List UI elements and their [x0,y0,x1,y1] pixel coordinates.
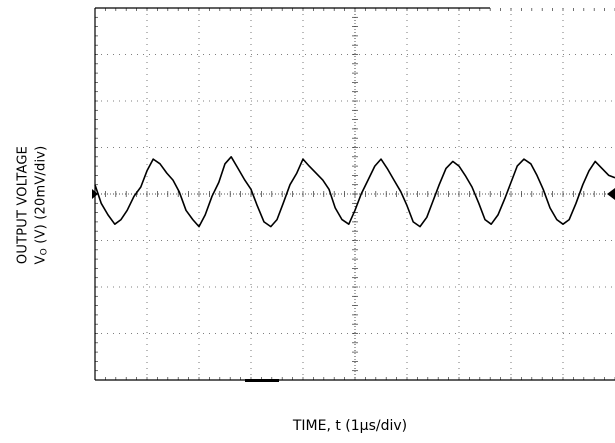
y-axis-label-line2: VO (V) (20mV/div) [33,146,54,265]
trigger-marker [245,379,279,382]
waveform-trace [94,156,615,228]
trigger-level-marker [607,188,615,200]
y-axis-label-subscript: O [39,248,50,256]
x-axis-label: TIME, t (1µs/div) [292,418,408,434]
y-axis-label-symbol: V [33,255,49,265]
y-axis-label-block: OUTPUT VOLTAGE VO (V) (20mV/div) [4,95,64,315]
y-axis-label: OUTPUT VOLTAGE VO (V) (20mV/div) [15,146,54,265]
ground-reference-marker [92,189,98,199]
y-axis-label-unit: (V) (20mV/div) [33,145,49,249]
y-axis-label-line1: OUTPUT VOLTAGE [15,145,31,265]
